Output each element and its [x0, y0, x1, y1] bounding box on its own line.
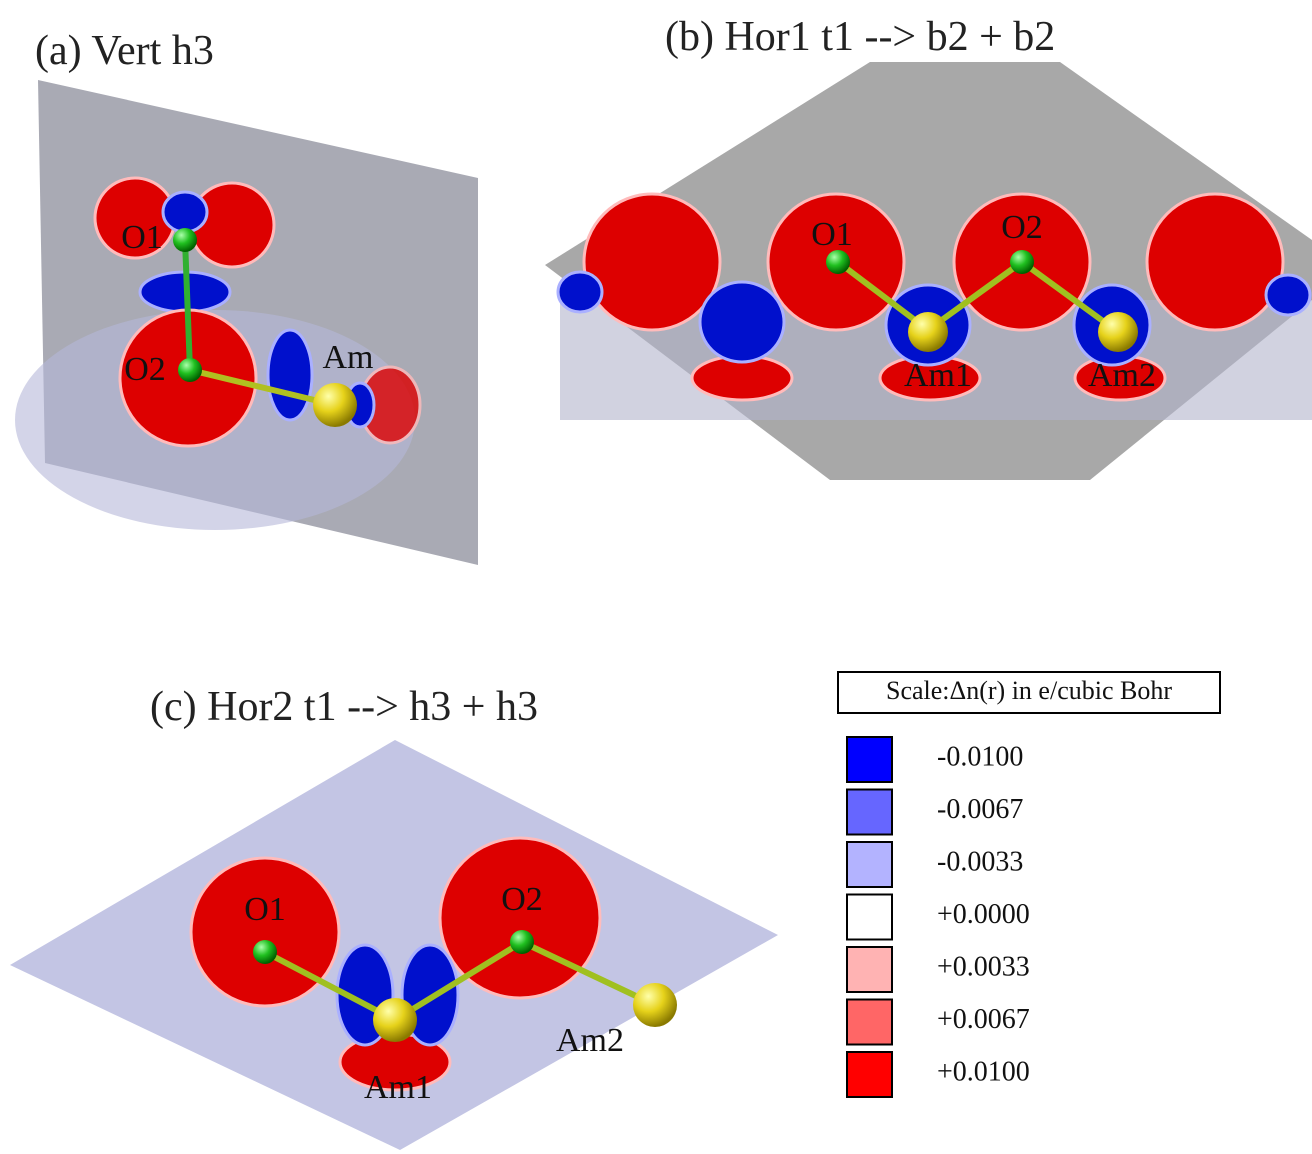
legend-swatch — [847, 842, 892, 887]
legend-label: +0.0067 — [937, 1004, 1030, 1035]
atom-label: Am2 — [556, 1022, 624, 1059]
atom-label: O1 — [244, 891, 286, 928]
density-negative — [558, 272, 602, 312]
atom-label: Am1 — [364, 1069, 432, 1106]
legend-label: -0.0033 — [937, 846, 1023, 877]
legend-swatch — [847, 1000, 892, 1045]
atom-o — [510, 930, 534, 954]
legend-swatch — [847, 947, 892, 992]
atom-label: O2 — [1001, 209, 1043, 246]
legend-swatch — [847, 895, 892, 940]
atom-o — [178, 358, 202, 382]
density-positive — [191, 858, 339, 1006]
legend-label: -0.0067 — [937, 794, 1023, 825]
density-positive — [584, 194, 720, 330]
density-negative — [163, 192, 207, 232]
panel-c: (c) Hor2 t1 --> h3 + h3 O1 O2 Am1 Am2 — [10, 684, 778, 1150]
atom-am — [1098, 312, 1138, 352]
legend: Scale:Δn(r) in e/cubic Bohr -0.0100 -0.00… — [838, 672, 1220, 1097]
atom-label: O1 — [121, 219, 163, 256]
panel-title: (b) Hor1 t1 --> b2 + b2 — [665, 14, 1055, 60]
atom-o — [173, 228, 197, 252]
density-negative — [268, 330, 312, 420]
density-positive — [440, 838, 600, 998]
panel-title: (a) Vert h3 — [35, 28, 214, 74]
atom-o — [253, 940, 277, 964]
atom-label: Am2 — [1088, 357, 1156, 394]
legend-label: +0.0000 — [937, 899, 1030, 930]
figure: (a) Vert h3 O1 O2 Am (b) Hor1 t1 --> b2 … — [0, 0, 1312, 1154]
legend-swatch — [847, 737, 892, 782]
legend-title: Scale:Δn(r) in e/cubic Bohr — [886, 676, 1172, 705]
density-negative — [1266, 275, 1310, 315]
legend-swatch — [847, 790, 892, 835]
atom-label: O2 — [124, 351, 166, 388]
legend-label: +0.0100 — [937, 1056, 1030, 1087]
panel-title: (c) Hor2 t1 --> h3 + h3 — [150, 684, 538, 730]
panel-b: (b) Hor1 t1 --> b2 + b2 O1 O2 Am1 Am2 — [545, 14, 1312, 480]
atom-o — [1010, 250, 1034, 274]
atom-am — [313, 383, 357, 427]
atom-am — [908, 312, 948, 352]
panel-a: (a) Vert h3 O1 O2 Am — [15, 28, 478, 565]
atom-label: O2 — [501, 881, 543, 918]
atom-label: Am — [323, 339, 374, 376]
atom-am — [373, 998, 417, 1042]
density-positive — [1147, 194, 1283, 330]
atom-label: O1 — [811, 216, 853, 253]
legend-label: -0.0100 — [937, 741, 1023, 772]
atom-label: Am1 — [904, 357, 972, 394]
atom-am — [633, 983, 677, 1027]
legend-label: +0.0033 — [937, 951, 1030, 982]
legend-swatch — [847, 1052, 892, 1097]
atom-o — [826, 250, 850, 274]
density-negative — [700, 282, 784, 362]
